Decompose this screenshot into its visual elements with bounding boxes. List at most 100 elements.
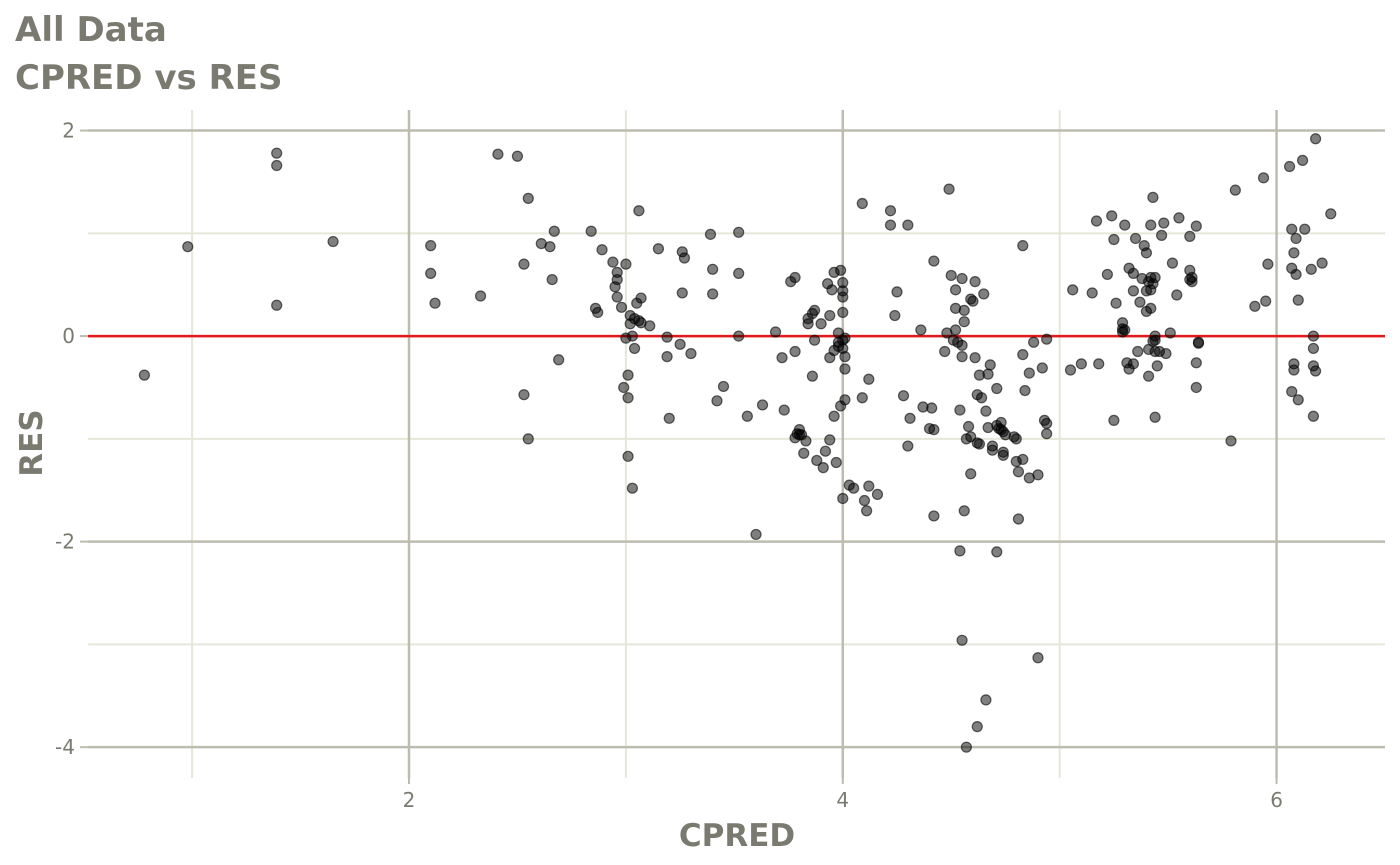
data-point [1101,268,1113,281]
data-point [1119,324,1131,336]
data-point [986,440,999,452]
data-point [1292,394,1304,406]
data-point [592,306,604,319]
data-point [839,351,851,363]
data-point [1012,466,1025,478]
data-point [889,309,901,322]
data-point [474,290,487,302]
data-point [622,392,634,404]
data-point [707,263,719,275]
data-point [522,433,534,445]
data-point [585,225,597,237]
data-point [1309,133,1322,145]
data-point [611,266,623,278]
data-point [1134,296,1146,308]
data-point [1090,215,1103,227]
data-point [837,492,849,505]
data-point [425,267,437,280]
data-point [954,545,966,557]
data-point [928,424,940,436]
data-point [837,291,849,303]
data-point [995,416,1007,429]
x-axis-title: CPRED [679,818,795,854]
data-point [980,405,992,417]
data-point [1286,223,1298,235]
data-point [965,468,977,480]
data-point [902,219,914,231]
data-point [182,241,194,253]
data-point [1156,229,1168,241]
data-point [956,351,968,363]
data-point [327,235,339,248]
data-point [956,339,968,351]
data-point [1225,435,1237,447]
data-point [1166,257,1179,269]
minor-gridlines [88,110,1385,778]
data-point [1309,365,1322,377]
data-point [839,394,851,406]
data-point [1064,364,1077,376]
data-point [839,363,851,375]
data-point [1017,240,1029,252]
data-point [1151,360,1163,372]
data-point [1075,358,1087,370]
data-point [1017,453,1029,466]
data-point [982,368,994,380]
data-point [271,299,283,311]
data-point [915,324,927,336]
data-point [615,301,628,313]
data-point [826,284,838,296]
data-point [962,420,975,433]
data-point [1110,297,1122,309]
data-point [1307,330,1320,342]
data-point [626,482,638,494]
data-point [661,331,673,343]
data-point [1127,285,1140,297]
data-point [856,392,868,404]
data-point [800,435,812,447]
data-point [1158,217,1170,229]
data-point [1032,469,1044,481]
data-point [863,373,875,385]
data-point [1012,513,1025,525]
data-point [676,287,688,299]
data-point [1019,384,1031,397]
data-point [863,480,875,492]
data-point [1286,385,1298,398]
data-point [1017,348,1029,361]
data-point [1262,258,1274,270]
data-point [975,392,988,404]
x-tick-label: 6 [1270,788,1283,812]
data-point [618,381,630,394]
data-point [1290,268,1302,281]
data-point [271,159,283,172]
data-point [949,284,962,296]
data-point [1041,417,1053,430]
y-tick-label: -4 [55,735,75,759]
data-point [1292,294,1304,306]
data-point [1149,411,1161,423]
y-tick-label: -2 [55,530,75,554]
chart-subtitle: CPRED vs RES [15,58,283,98]
data-point [1041,333,1053,345]
data-point [1190,220,1202,232]
data-point [1086,287,1098,299]
data-point [1296,154,1309,166]
data-point [633,205,645,217]
data-point [1316,257,1328,269]
data-point [848,482,860,494]
data-point [819,445,832,457]
data-point [824,434,836,446]
data-point [1129,232,1142,245]
data-point [1023,367,1035,379]
data-point [884,205,897,217]
data-point [1299,223,1311,235]
major-gridlines [88,110,1385,778]
data-point [1149,330,1161,342]
data-point [1145,302,1157,314]
data-point [806,370,819,382]
data-point [958,316,970,328]
data-point [824,309,836,322]
data-point [839,332,851,344]
data-point [1307,410,1320,422]
